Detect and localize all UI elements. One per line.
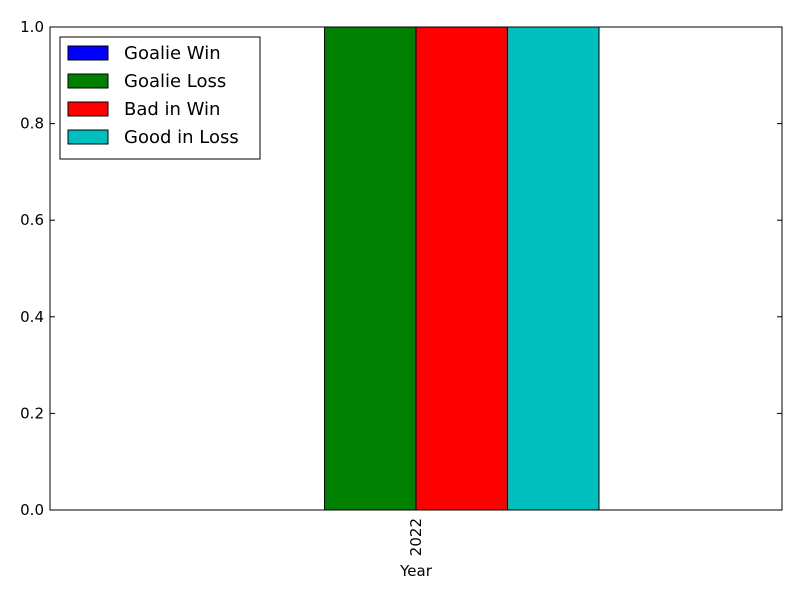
legend-swatch <box>67 129 109 145</box>
y-tick-label: 0.2 <box>20 404 44 422</box>
legend: Goalie Win Goalie Loss Bad in Win Good in L… <box>59 36 261 160</box>
x-tick-label: 2022 <box>407 518 425 556</box>
bar-good-in-loss-2022 <box>507 26 600 511</box>
y-tick-label: 0.6 <box>20 211 44 229</box>
y-tick-label: 1.0 <box>20 18 44 36</box>
legend-swatch <box>67 73 109 89</box>
y-axis-ticks: 0.0 0.2 0.4 0.6 0.8 1.0 <box>20 18 782 519</box>
x-axis-label: Year <box>399 562 433 580</box>
y-tick-label: 0.4 <box>20 308 44 326</box>
y-tick-label: 0.0 <box>20 501 44 519</box>
x-axis-ticks: 2022 <box>407 27 425 556</box>
bar-bad-in-win-2022 <box>415 26 508 511</box>
y-tick-label: 0.8 <box>20 115 44 133</box>
legend-entry-label: Goalie Win <box>124 43 221 64</box>
legend-swatch <box>67 45 109 61</box>
legend-entry-label: Goalie Loss <box>124 71 226 92</box>
bar-goalie-loss-2022 <box>324 26 417 511</box>
legend-entry-label: Good in Loss <box>124 127 239 148</box>
bars-group <box>324 26 600 511</box>
legend-swatch <box>67 101 109 117</box>
legend-entry-label: Bad in Win <box>124 99 220 120</box>
